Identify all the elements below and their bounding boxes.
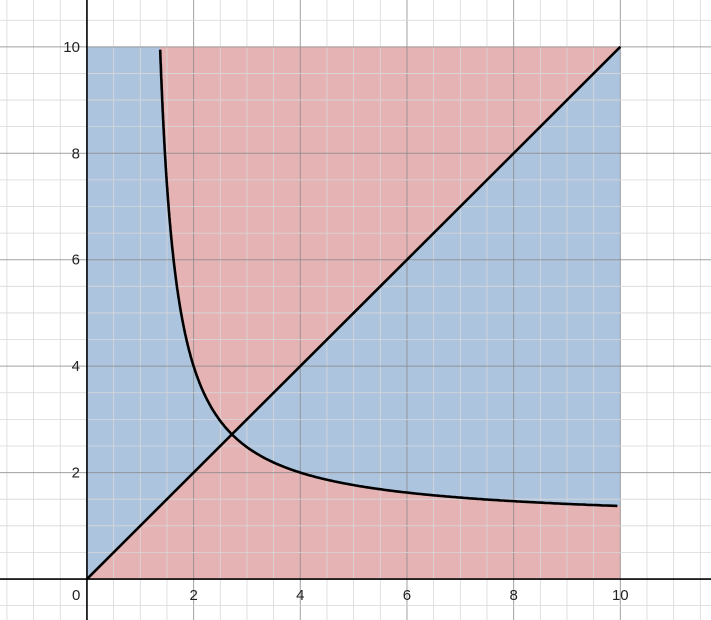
curves bbox=[86, 45, 622, 580]
y-tick-label: 10 bbox=[63, 39, 80, 56]
y-tick-label: 4 bbox=[72, 358, 80, 375]
fill-region-blue-right bbox=[231, 46, 621, 506]
curve-x-pow-y-equals-y-pow-x[interactable] bbox=[158, 49, 618, 508]
origin-label: 0 bbox=[72, 587, 80, 604]
x-tick-label: 2 bbox=[189, 587, 197, 604]
x-tick-label: 8 bbox=[509, 587, 517, 604]
line-y-equals-x[interactable] bbox=[86, 45, 622, 580]
x-tick-label: 6 bbox=[403, 587, 411, 604]
y-tick-label: 8 bbox=[72, 145, 80, 162]
x-tick-label: 10 bbox=[612, 587, 629, 604]
y-tick-label: 2 bbox=[72, 465, 80, 482]
y-tick-label: 6 bbox=[72, 252, 80, 269]
tick-labels: 0 2 4 6 8 10 2 4 6 8 10 bbox=[63, 39, 628, 604]
x-tick-label: 4 bbox=[296, 587, 304, 604]
